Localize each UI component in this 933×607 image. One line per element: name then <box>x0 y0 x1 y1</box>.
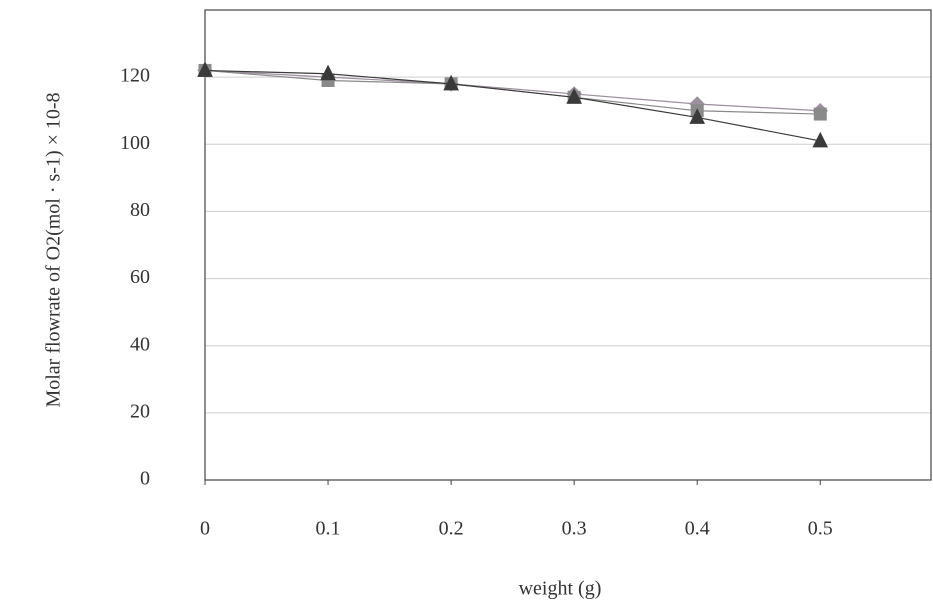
y-axis-label: Molar flowrate of O2(mol · s-1) × 10-8 <box>43 92 65 407</box>
y-tick-label: 80 <box>130 199 150 221</box>
chart: weight (g) Molar flowrate of O2(mol · s-… <box>0 0 933 607</box>
y-tick-label: 0 <box>140 468 150 490</box>
y-tick-label: 100 <box>120 132 150 154</box>
y-tick-label: 60 <box>130 266 150 288</box>
y-tick-label: 40 <box>130 333 150 355</box>
x-tick-label: 0.4 <box>685 518 710 540</box>
marker <box>814 108 826 120</box>
x-tick-label: 0.2 <box>439 518 464 540</box>
x-tick-label: 0.1 <box>316 518 341 540</box>
x-tick-label: 0.3 <box>562 518 587 540</box>
x-tick-label: 0.5 <box>808 518 833 540</box>
x-tick-label: 0 <box>200 518 210 540</box>
plot-frame <box>205 10 931 480</box>
y-tick-label: 120 <box>120 65 150 87</box>
marker <box>321 66 335 80</box>
x-axis-label: weight (g) <box>519 578 602 600</box>
y-tick-label: 20 <box>130 400 150 422</box>
